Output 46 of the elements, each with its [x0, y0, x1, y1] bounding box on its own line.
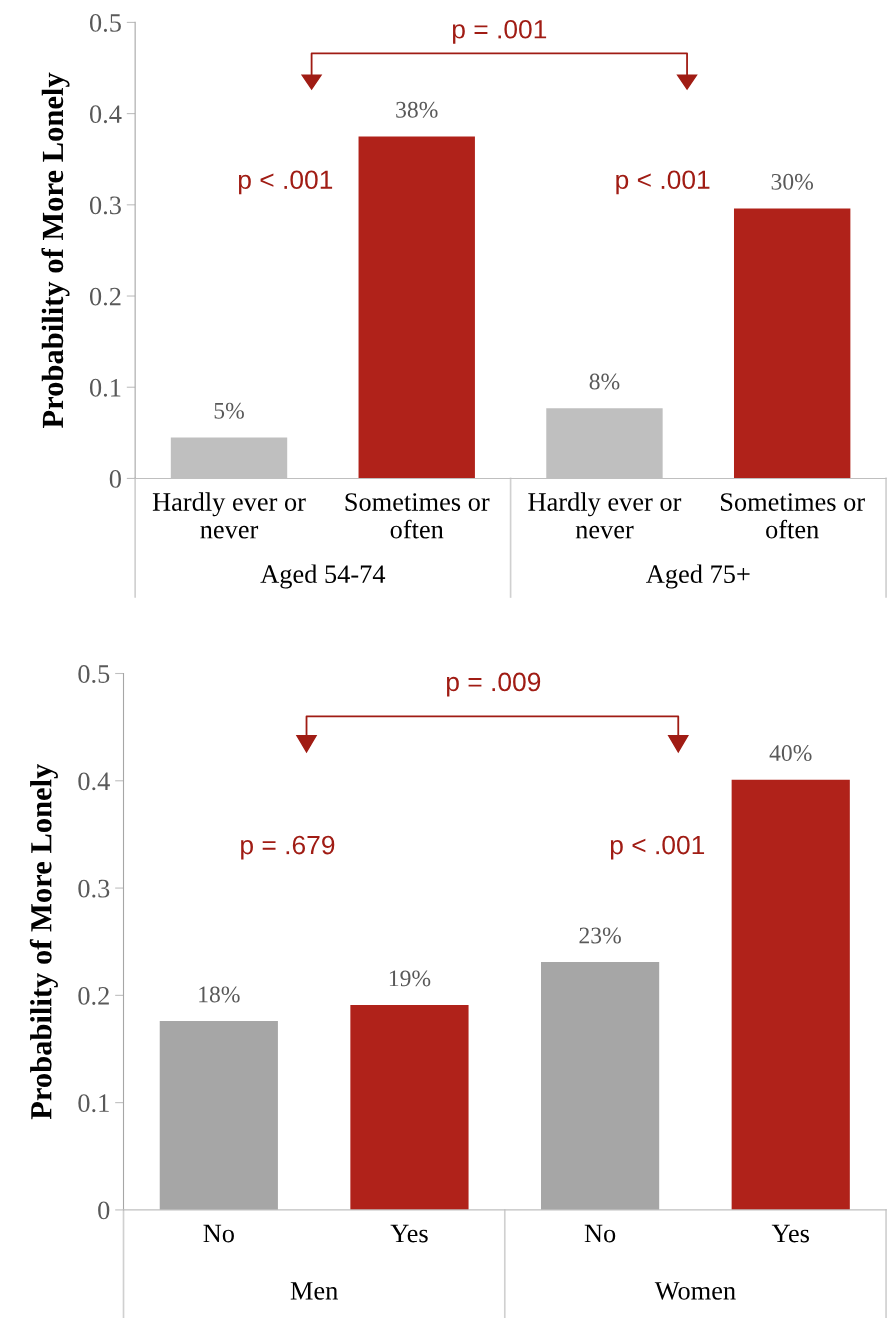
- text: Aged 75+: [646, 564, 750, 589]
- text: Aged 54-74: [260, 564, 386, 589]
- y-tick-label: 0: [109, 470, 121, 488]
- data-label: 38%: [396, 101, 438, 118]
- bar: [159, 1021, 278, 1210]
- x-tick-label: Sometimes or often: [345, 493, 490, 539]
- y-axis-title: Probability of More Lonely: [41, 72, 70, 429]
- bar: [731, 779, 850, 1210]
- y-axis-title: Probability of More Lonely: [29, 763, 58, 1120]
- y-tick-label: 0.3: [89, 196, 121, 215]
- bar: [733, 208, 851, 479]
- x-tick-label: No: [203, 1224, 234, 1243]
- annotation: p = .679: [241, 835, 335, 860]
- x-tick-label: Hardly ever or never: [528, 492, 682, 539]
- data-label: 19%: [389, 970, 431, 987]
- annotation: p < .001: [238, 170, 333, 195]
- y-tick-label: 0.2: [78, 986, 109, 1005]
- text: Women: [654, 1282, 736, 1300]
- y-tick-label: 0.1: [78, 1094, 109, 1113]
- x-tick-label: Sometimes or often: [721, 493, 865, 539]
- bar: [358, 136, 475, 479]
- data-label: 8%: [589, 373, 620, 390]
- annotation: p = .001: [452, 19, 547, 44]
- y-tick-label: 0.3: [78, 879, 110, 898]
- x-tick-label: No: [584, 1224, 616, 1243]
- y-tick-label: 0.4: [78, 772, 110, 791]
- x-tick-label: Yes: [390, 1224, 428, 1243]
- annotation: p = .009: [446, 672, 541, 697]
- y-tick-label: 0.5: [78, 665, 110, 684]
- annotation: p < .001: [616, 170, 710, 195]
- data-label: 23%: [579, 927, 621, 944]
- text: Men: [290, 1282, 338, 1300]
- data-label: 30%: [771, 173, 814, 190]
- data-label: 40%: [769, 745, 812, 762]
- x-tick-label: Yes: [771, 1224, 809, 1243]
- y-tick-label: 0.2: [89, 287, 121, 306]
- bar: [541, 962, 660, 1210]
- y-tick-label: 0.5: [89, 14, 121, 32]
- bar: [350, 1005, 469, 1210]
- y-tick-label: 0: [98, 1201, 110, 1220]
- y-tick-label: 0.1: [89, 378, 121, 397]
- y-tick-label: 0.4: [89, 105, 122, 124]
- data-label: 5%: [214, 402, 244, 419]
- x-tick-label: Hardly ever or never: [152, 492, 306, 539]
- data-label: 18%: [199, 986, 240, 1003]
- annotation: p < .001: [610, 835, 705, 860]
